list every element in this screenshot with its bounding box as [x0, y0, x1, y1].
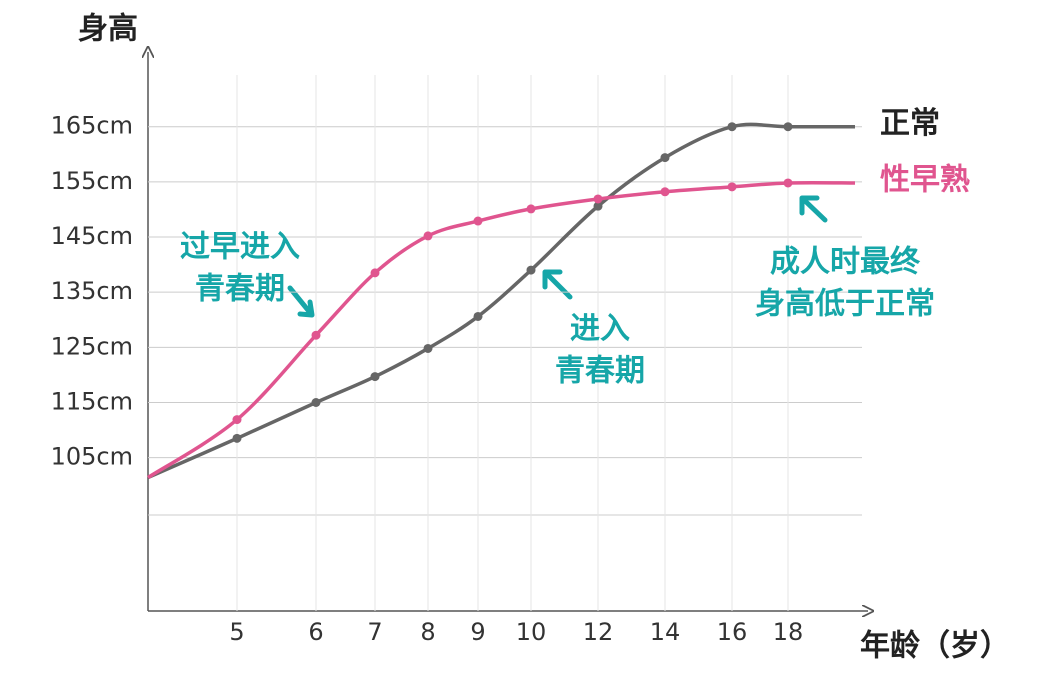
- annotation: 青春期: [555, 354, 645, 389]
- annotation: 进入: [570, 312, 630, 347]
- x-tick-label: 14: [650, 618, 681, 646]
- data-point: [473, 216, 483, 226]
- data-point: [423, 231, 433, 241]
- annotation: 过早进入: [180, 230, 300, 265]
- data-point: [727, 182, 737, 192]
- data-point: [473, 311, 483, 321]
- data-point: [423, 343, 433, 353]
- y-tick-label: 145cm: [51, 222, 133, 250]
- annotation: 青春期: [195, 272, 285, 307]
- annotation: 成人时最终: [770, 245, 921, 280]
- series-label: 正常: [880, 106, 940, 141]
- data-point: [311, 398, 321, 407]
- y-tick-label: 125cm: [51, 332, 133, 360]
- y-tick-label: 155cm: [51, 167, 133, 195]
- data-point: [232, 415, 242, 425]
- annotation-arrows: [287, 195, 828, 318]
- data-point: [311, 330, 321, 340]
- y-tick-label: 165cm: [51, 112, 133, 140]
- data-point: [593, 194, 603, 204]
- x-tick-label: 18: [773, 618, 804, 646]
- series-line: [147, 180, 856, 479]
- x-tick-label: 6: [308, 618, 323, 646]
- data-point: [593, 201, 603, 211]
- data-point: [370, 372, 380, 382]
- x-tick-label: 16: [717, 618, 748, 646]
- data-point: [783, 178, 793, 188]
- data-point: [727, 122, 737, 132]
- x-axis-label: 年龄（岁）: [860, 629, 1010, 664]
- x-tick-label: 7: [367, 618, 382, 646]
- data-point: [370, 268, 380, 278]
- x-tick-label: 5: [229, 618, 244, 646]
- x-tick-label: 10: [516, 618, 547, 646]
- x-tick-label: 12: [583, 618, 614, 646]
- x-tick-label: 9: [470, 618, 485, 646]
- data-point: [660, 187, 670, 197]
- data-point: [526, 204, 536, 214]
- y-tick-label: 105cm: [51, 443, 133, 471]
- y-axis-label: 身高: [78, 12, 138, 47]
- series-label: 性早熟: [880, 162, 970, 197]
- data-point: [660, 153, 670, 163]
- data-point: [232, 433, 242, 443]
- annotation: 身高低于正常: [755, 287, 935, 322]
- x-tick-label: 8: [420, 618, 435, 646]
- y-tick-label: 115cm: [51, 388, 133, 416]
- data-point: [526, 265, 536, 275]
- y-tick-label: 135cm: [51, 277, 133, 305]
- data-point: [783, 122, 793, 132]
